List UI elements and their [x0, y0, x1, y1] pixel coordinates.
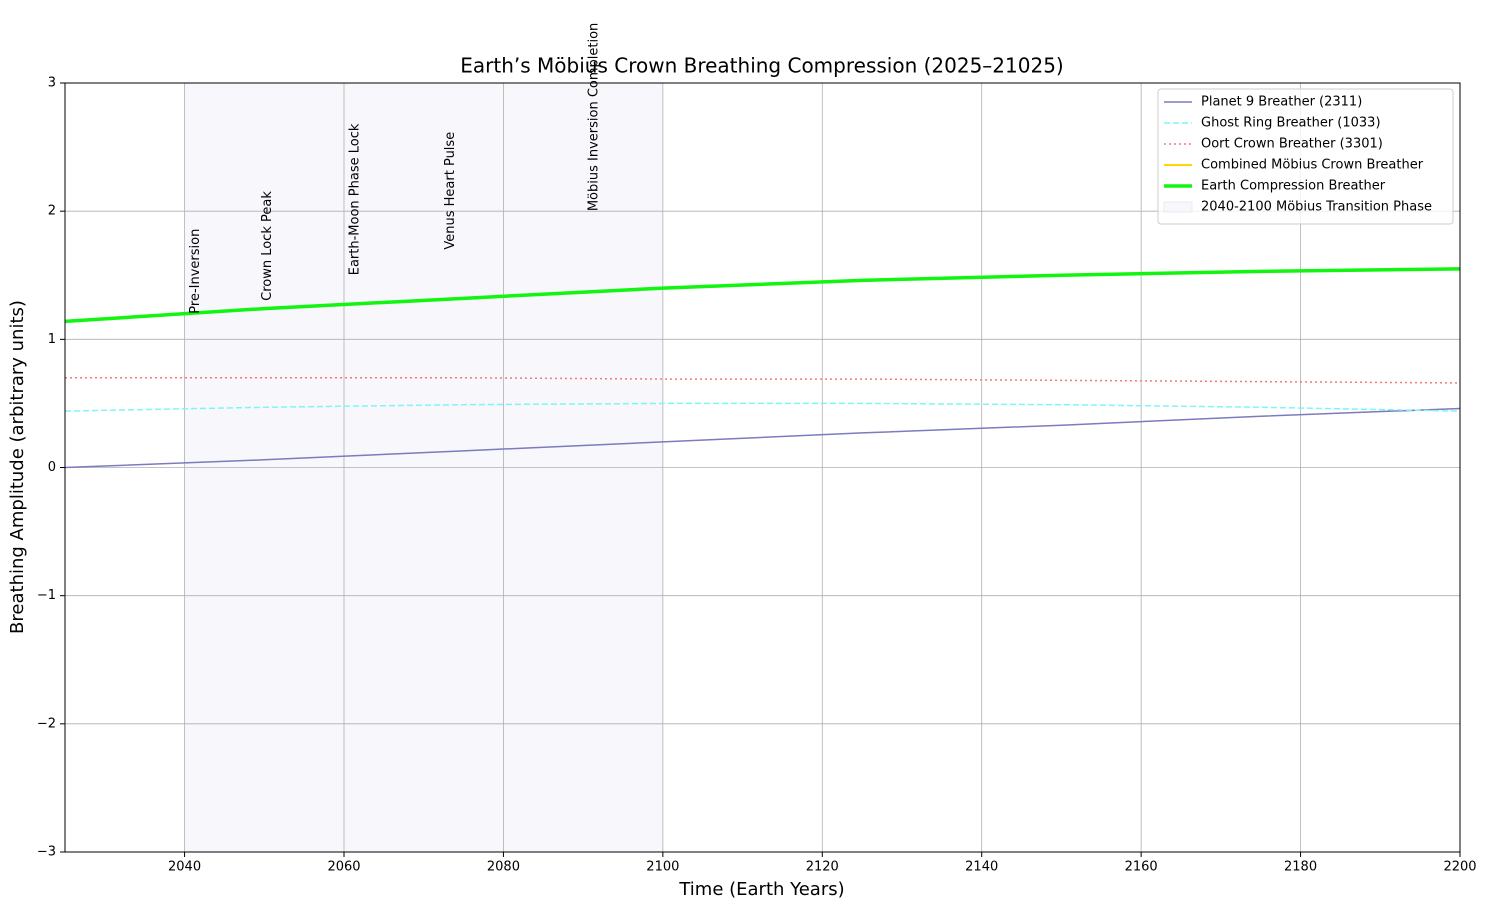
y-tick-label: 2 [48, 204, 56, 219]
legend-label: 2040-2100 Möbius Transition Phase [1201, 200, 1432, 215]
y-axis-label: Breathing Amplitude (arbitrary units) [7, 300, 28, 634]
x-tick-label: 2080 [487, 860, 520, 875]
annotation: Crown Lock Peak [260, 191, 275, 301]
x-tick-label: 2200 [1443, 860, 1476, 875]
legend-box [1157, 88, 1454, 225]
annotation: Pre-Inversion [188, 229, 203, 314]
x-tick-label: 2180 [1284, 860, 1317, 875]
legend-label: Planet 9 Breather (2311) [1201, 95, 1362, 110]
annotation: Earth-Moon Phase Lock [348, 123, 363, 275]
annotation: Möbius Inversion Completion [587, 23, 602, 211]
y-tick-label: 3 [48, 76, 56, 91]
series-line [65, 407, 1460, 469]
x-tick-label: 2100 [646, 860, 679, 875]
series-line [65, 267, 1460, 324]
x-tick-label: 2040 [168, 860, 201, 875]
legend-label: Combined Möbius Crown Breather [1201, 158, 1424, 173]
x-axis-label: Time (Earth Years) [678, 879, 844, 900]
legend-label: Oort Crown Breather (3301) [1201, 137, 1383, 152]
y-tick-label: 1 [48, 332, 56, 347]
legend-label: Earth Compression Breather [1201, 179, 1386, 194]
y-tick-label: −1 [37, 588, 56, 603]
y-tick-label: 0 [48, 460, 56, 475]
x-tick-label: 2140 [965, 860, 998, 875]
x-tick-label: 2160 [1125, 860, 1158, 875]
x-tick-label: 2120 [806, 860, 839, 875]
series-line [65, 402, 1460, 412]
plot-frame [64, 82, 1461, 853]
legend-swatch [1163, 201, 1193, 213]
chart-title: Earth’s Möbius Crown Breathing Compressi… [460, 54, 1063, 78]
legend-label: Ghost Ring Breather (1033) [1201, 116, 1381, 131]
y-tick-label: −2 [37, 716, 56, 731]
annotation: Venus Heart Pulse [443, 132, 458, 250]
y-tick-label: −3 [37, 845, 56, 860]
x-tick-label: 2060 [327, 860, 360, 875]
